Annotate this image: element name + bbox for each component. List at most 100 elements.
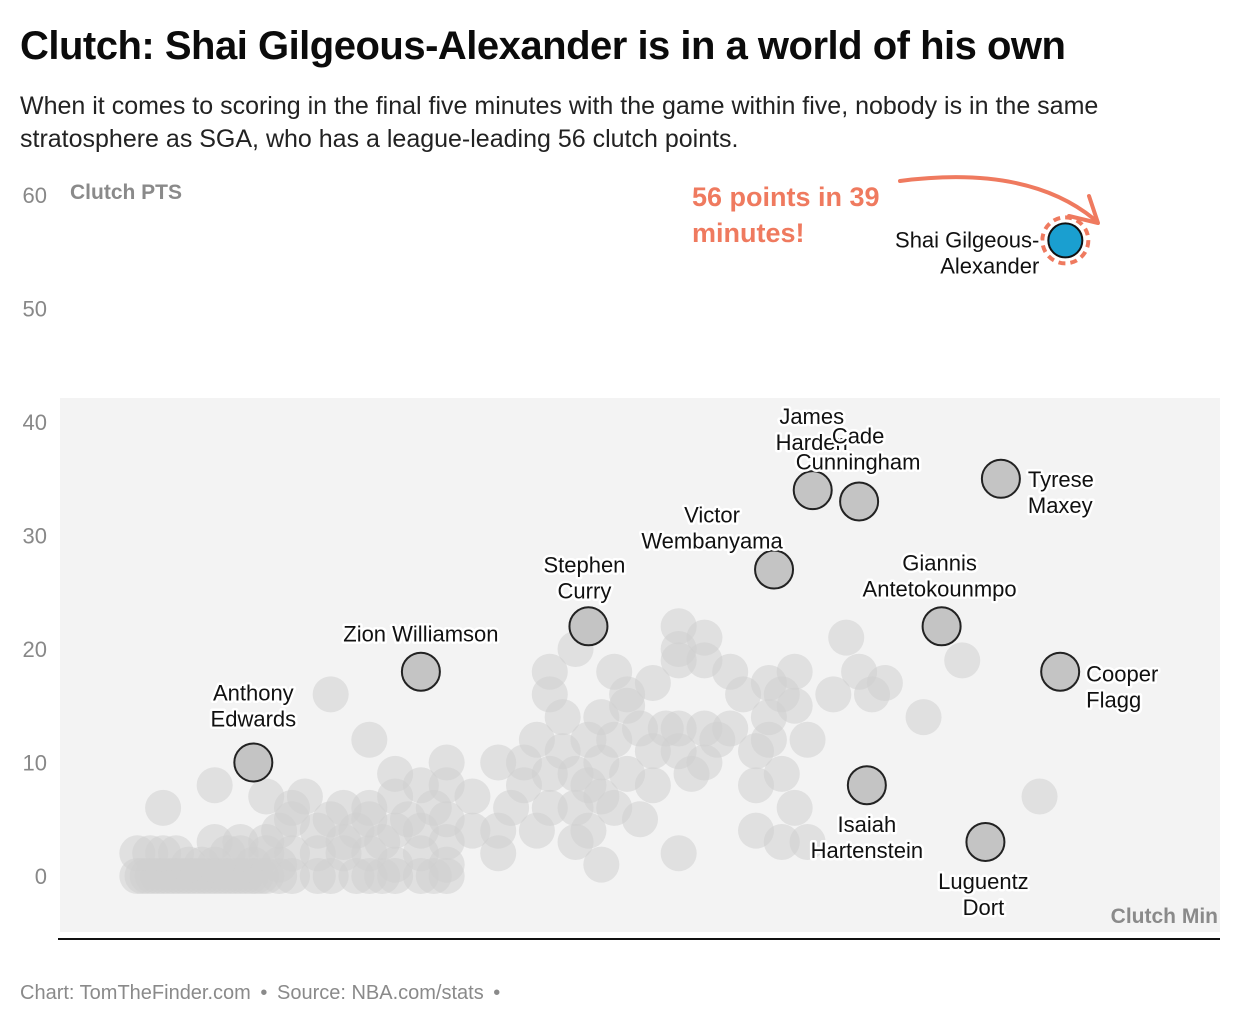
background-point: [866, 665, 903, 702]
background-point: [609, 676, 646, 713]
background-point: [660, 608, 697, 645]
background-point: [763, 823, 800, 860]
point-label: Giannis Antetokounmpo: [863, 550, 1017, 601]
background-point: [248, 778, 285, 815]
point-label: Zion Williamson: [343, 622, 498, 647]
point-label-line: Dort: [963, 895, 1005, 920]
labeled-point: [921, 606, 962, 647]
chart-credit: Chart: TomTheFinder.com: [20, 982, 251, 1004]
background-point: [815, 676, 852, 713]
background-point: [789, 721, 826, 758]
background-point: [660, 835, 697, 872]
background-point: [145, 789, 182, 826]
point-label-line: James: [779, 404, 844, 429]
background-point: [312, 676, 349, 713]
labeled-point: [965, 821, 1006, 862]
labeled-point: [846, 765, 887, 806]
background-point: [789, 823, 826, 860]
background-point: [583, 846, 620, 883]
background-point: [712, 710, 749, 747]
labeled-point: [792, 470, 833, 511]
background-point: [286, 778, 323, 815]
labeled-point: [568, 606, 609, 647]
highlight-point: [1047, 222, 1084, 259]
svg-text:56 points in 39 minutes!: 56 points in 39 minutes!: [692, 182, 887, 248]
point-label: Luguentz Dort: [938, 869, 1029, 920]
point-label-line: Antetokounmpo: [863, 576, 1017, 601]
background-point: [660, 710, 697, 747]
labeled-point: [839, 481, 880, 522]
point-label-line: Cunningham: [796, 449, 921, 474]
labeled-points: Anthony Edwards Zion Williamson Stephen Curr…: [208, 402, 1161, 923]
point-label: Cooper Flagg: [1086, 662, 1158, 713]
annotation-text-line-1: 56 points in 39: [692, 182, 880, 212]
background-point: [222, 823, 259, 860]
point-label-line: Wembanyama: [641, 529, 783, 554]
point-label-line: Tyrese: [1028, 467, 1094, 492]
labeled-point: [400, 651, 441, 692]
background-point: [776, 687, 813, 724]
point-label: Cade Cunningham: [796, 423, 921, 474]
y-tick-label: 10: [23, 751, 47, 776]
point-label-line: Anthony: [213, 681, 294, 706]
y-tick-label: 20: [23, 637, 47, 662]
background-point: [634, 767, 671, 804]
chart-title: Clutch: Shai Gilgeous-Alexander is in a …: [20, 24, 1066, 68]
x-axis-label: Clutch Min: [1111, 905, 1218, 928]
point-label-line: Harden: [776, 430, 848, 455]
background-point: [351, 721, 388, 758]
point-label: Victor Wembanyama: [641, 503, 783, 554]
background-points: [119, 608, 1058, 894]
highlight-point-layer: Shai Gilgeous-Alexander: [893, 215, 1091, 281]
point-label-line: Hartenstein: [811, 838, 924, 863]
background-point: [480, 744, 517, 781]
scatter-chart: 0 10 20 30 40 50 60 Clutch PTS Clutch Min Anth…: [23, 175, 1220, 940]
source-credit: Source: NBA.com/stats: [276, 982, 484, 1004]
background-point: [454, 778, 491, 815]
y-tick-label: 60: [23, 183, 47, 208]
background-point: [944, 642, 981, 679]
background-point: [622, 801, 658, 838]
point-label-line: Cade: [832, 423, 885, 448]
background-point: [531, 653, 568, 690]
point-label: Stephen Curry: [543, 552, 625, 603]
highlight-label-line: Shai Gilgeous-: [895, 227, 1039, 252]
labeled-point: [1040, 651, 1081, 692]
highlight-label-line: Alexander: [940, 253, 1039, 278]
point-label-line: Stephen: [543, 552, 625, 577]
point-label: James Harden: [776, 404, 848, 455]
y-axis-label: Clutch PTS: [70, 181, 182, 204]
background-point: [660, 642, 697, 679]
annotation-arrowhead: [1067, 194, 1100, 225]
background-point: [828, 619, 865, 656]
y-tick-label: 0: [35, 864, 47, 889]
point-label-line: Maxey: [1028, 493, 1093, 518]
chart-subtitle: When it comes to scoring in the final fi…: [20, 92, 1099, 153]
background-point: [763, 755, 800, 792]
point-label-line: Zion Williamson: [343, 622, 498, 647]
point-label-line: Flagg: [1086, 688, 1141, 713]
chart-footer: Chart: TomTheFinder.com • Source: NBA.co…: [20, 982, 504, 1005]
point-label: Anthony Edwards: [211, 681, 297, 732]
y-tick-label: 30: [23, 524, 47, 549]
background-point: [531, 789, 568, 826]
background-point: [196, 823, 233, 860]
background-point: [428, 744, 465, 781]
point-label-line: Victor: [684, 503, 740, 528]
point-label: Tyrese Maxey: [1028, 467, 1094, 518]
labeled-point: [754, 549, 795, 590]
y-axis-ticks: 0 10 20 30 40 50 60: [23, 183, 47, 889]
y-tick-label: 50: [23, 297, 47, 322]
highlight-label: Shai Gilgeous-Alexander: [895, 227, 1039, 278]
point-label-line: Isaiah: [837, 812, 896, 837]
labeled-point: [233, 742, 274, 783]
point-label-line: Cooper: [1086, 662, 1158, 687]
background-point: [1021, 778, 1058, 815]
background-point: [776, 653, 813, 690]
background-point: [905, 699, 942, 736]
footer-separator: •: [260, 982, 268, 1004]
background-point: [196, 767, 233, 804]
annotation-arrow: [898, 175, 1096, 221]
highlight-ring: [1040, 215, 1091, 266]
point-label-line: Edwards: [211, 707, 297, 732]
